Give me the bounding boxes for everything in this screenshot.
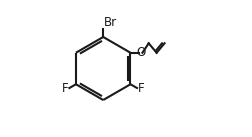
Text: F: F bbox=[62, 82, 69, 95]
Text: O: O bbox=[136, 46, 145, 59]
Text: F: F bbox=[137, 82, 144, 95]
Text: Br: Br bbox=[104, 16, 117, 29]
